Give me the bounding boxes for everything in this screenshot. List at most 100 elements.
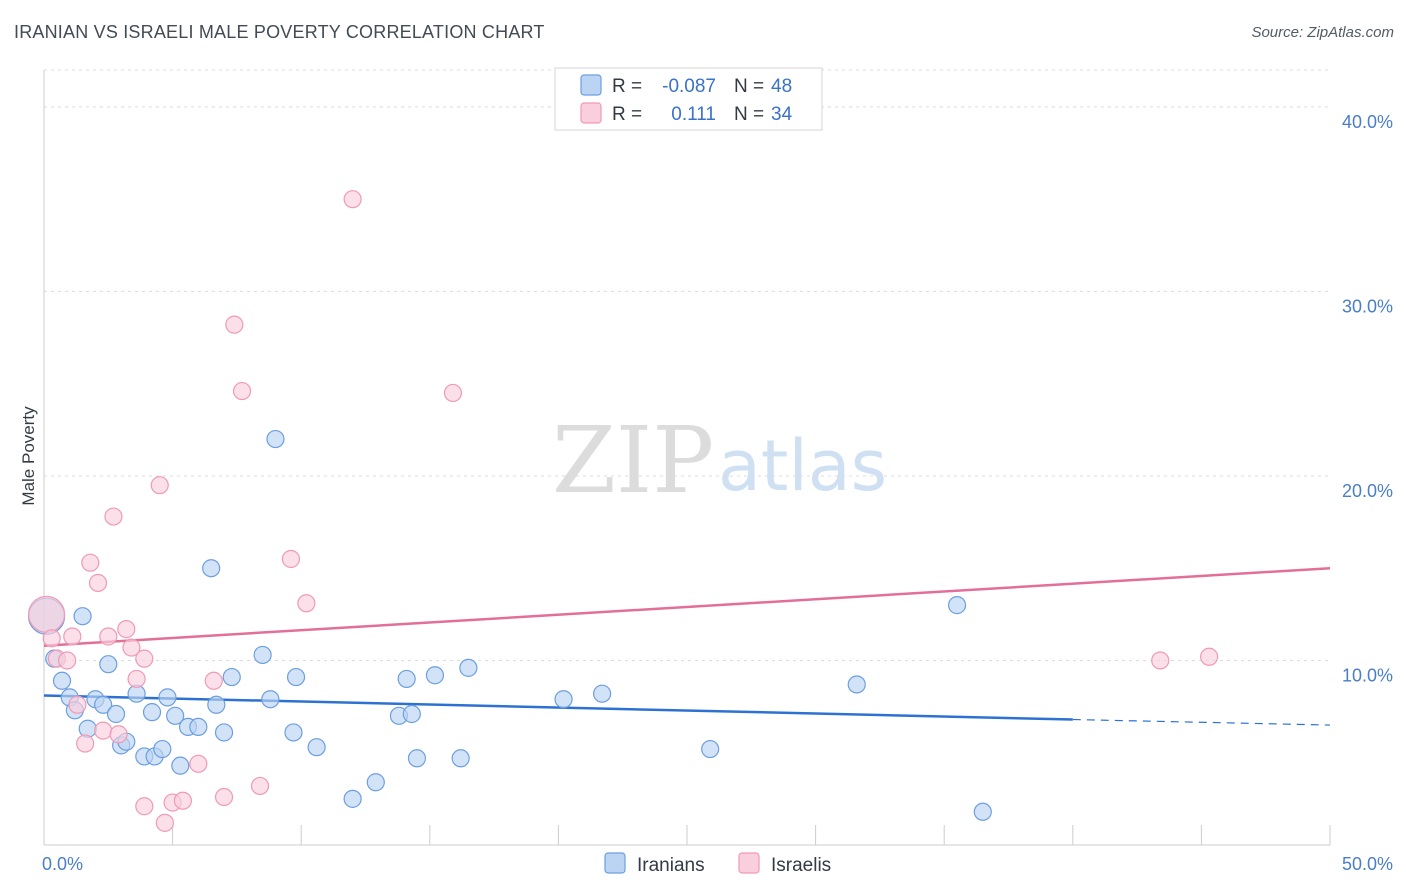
- legend-series-name: Iranians: [637, 855, 705, 876]
- data-point: [189, 717, 208, 737]
- data-point: [173, 791, 192, 810]
- data-point: [78, 719, 97, 738]
- data-point: [343, 789, 362, 808]
- data-point: [286, 667, 306, 687]
- data-point: [973, 802, 992, 821]
- trend-lines: [43, 566, 1331, 726]
- data-point: [88, 573, 108, 593]
- legend-r-label: R =: [612, 76, 642, 97]
- data-point: [117, 620, 136, 639]
- data-point: [222, 667, 241, 687]
- data-point: [155, 813, 174, 832]
- data-point: [947, 596, 967, 615]
- legend-series-name: Israelis: [771, 855, 831, 876]
- legend-n-label: N =: [734, 76, 764, 97]
- legend-swatch: [580, 102, 602, 124]
- y-tick-label: 20.0%: [1342, 481, 1393, 501]
- data-point: [122, 638, 141, 657]
- data-point: [109, 725, 128, 744]
- data-point: [106, 704, 126, 724]
- legend-n-value: 48: [771, 76, 792, 97]
- data-point: [68, 695, 87, 714]
- data-point: [593, 684, 612, 703]
- y-tick-label: 10.0%: [1342, 665, 1393, 685]
- stats-legend: R = -0.087 N = 48 R = 0.111 N = 34: [554, 67, 823, 131]
- watermark: ZIP atlas: [552, 407, 887, 514]
- data-point: [407, 749, 427, 768]
- data-point: [158, 688, 177, 707]
- data-point: [127, 669, 146, 689]
- data-point: [232, 381, 252, 401]
- data-point: [284, 723, 303, 742]
- data-point: [27, 595, 66, 633]
- data-point: [94, 695, 113, 714]
- x-tick-label: 0.0%: [42, 854, 83, 874]
- data-point: [207, 695, 226, 714]
- data-point: [171, 756, 190, 775]
- legend-n-value: 34: [771, 104, 793, 125]
- legend-r-value: -0.087: [662, 76, 716, 97]
- data-point: [459, 658, 478, 677]
- legend-n-label: N =: [734, 104, 764, 125]
- data-point: [261, 690, 280, 709]
- trend-line: [43, 566, 1331, 647]
- data-point: [225, 315, 244, 334]
- legend-r-value: 0.111: [671, 104, 716, 125]
- data-point: [214, 787, 234, 807]
- data-point: [73, 607, 92, 626]
- data-point: [366, 773, 385, 792]
- data-point: [297, 594, 316, 613]
- data-point: [1151, 651, 1170, 670]
- watermark-atlas: atlas: [718, 425, 887, 507]
- data-point: [166, 706, 185, 725]
- data-point: [307, 738, 326, 757]
- y-axis-title: Male Poverty: [19, 406, 38, 506]
- data-point: [63, 627, 82, 646]
- data-points: [27, 190, 1219, 832]
- data-point: [99, 655, 118, 674]
- data-point: [402, 704, 421, 724]
- series-legend: Iranians Israelis: [604, 852, 831, 876]
- data-point: [253, 645, 272, 665]
- x-tick-label: 50.0%: [1342, 854, 1393, 874]
- chart-title: IRANIAN VS ISRAELI MALE POVERTY CORRELAT…: [14, 22, 545, 42]
- y-tick-label: 40.0%: [1342, 112, 1393, 132]
- data-point: [94, 721, 113, 740]
- y-tick-label: 30.0%: [1342, 296, 1393, 316]
- data-point: [135, 649, 154, 668]
- legend-swatch: [738, 852, 760, 874]
- axes: [43, 70, 1331, 846]
- grid: [44, 69, 1330, 661]
- data-point: [266, 429, 285, 449]
- data-point: [214, 723, 234, 742]
- data-point: [142, 703, 162, 722]
- data-point: [554, 690, 573, 709]
- data-point: [153, 739, 172, 759]
- data-point: [42, 629, 61, 648]
- data-point: [443, 383, 463, 403]
- data-point: [451, 749, 470, 768]
- data-point: [250, 776, 270, 796]
- legend-r-label: R =: [612, 104, 642, 125]
- data-point: [701, 739, 720, 759]
- legend-swatch: [580, 74, 602, 96]
- data-point: [150, 476, 169, 495]
- trend-line: [1072, 718, 1331, 726]
- tick-labels: 10.0% 20.0% 30.0% 40.0% 0.0% 50.0%: [42, 112, 1393, 874]
- data-point: [1200, 647, 1219, 666]
- data-point: [204, 671, 223, 690]
- data-point: [847, 675, 866, 694]
- data-point: [343, 190, 362, 209]
- data-point: [189, 754, 208, 773]
- data-point: [202, 559, 221, 578]
- data-point: [76, 734, 95, 753]
- data-point: [58, 651, 77, 670]
- data-point: [104, 507, 123, 526]
- data-point: [52, 671, 72, 690]
- legend-swatch: [604, 852, 626, 874]
- data-point: [81, 553, 100, 572]
- data-point: [135, 797, 154, 816]
- watermark-zip: ZIP: [552, 407, 714, 514]
- data-point: [281, 549, 301, 569]
